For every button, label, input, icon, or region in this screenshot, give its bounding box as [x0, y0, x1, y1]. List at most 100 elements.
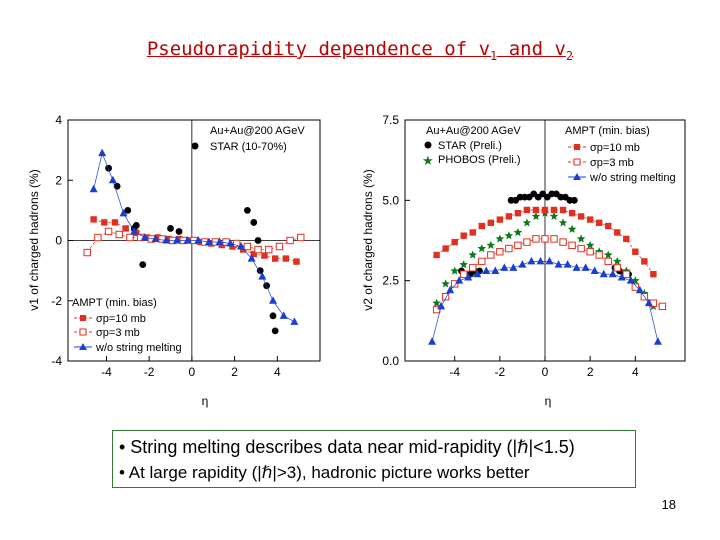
v2-point [451, 238, 458, 246]
v2-legend-s10-marker [574, 144, 580, 150]
v2-point [541, 235, 549, 243]
v1-xtick-label: -4 [101, 365, 112, 379]
v1-legend-s10-marker [80, 315, 86, 321]
v1-point [271, 255, 279, 262]
v1-point [154, 234, 161, 241]
v1-point [165, 235, 172, 243]
v2-legend-star: STAR (Preli.) [438, 140, 502, 152]
v2-legend-ampt: AMPT (min. bias) [565, 125, 650, 137]
v1-legend-s3-marker [79, 328, 87, 336]
v2-chart-panel: -4 -2 0 2 4 0.0 2.5 5.0 7.5 η v2 of charged hadr… [360, 100, 700, 420]
v2-xtick-label: -2 [495, 365, 506, 379]
v2-legend-phobos-marker: ★ [422, 153, 434, 168]
v1-point [293, 258, 300, 265]
v2-point [496, 216, 504, 223]
v2-point [595, 219, 603, 227]
v1-point [94, 233, 102, 242]
v1-point [194, 236, 203, 244]
v1-ytick-label: 2 [55, 173, 62, 187]
v1-point [218, 241, 225, 249]
v1-xtick-label: -2 [144, 365, 155, 379]
v2-point [487, 219, 495, 227]
v2-point [482, 266, 491, 275]
v2-point [450, 280, 459, 288]
v2-ytick-label: 0.0 [382, 354, 399, 368]
v1-point [269, 296, 278, 304]
v2-point [460, 270, 468, 278]
v2-point [577, 213, 585, 220]
v1-point [83, 248, 91, 257]
v1-legend-system: Au+Au@200 AGeV [210, 125, 305, 137]
v2-point [432, 305, 441, 314]
v2-ytick-label: 7.5 [382, 113, 399, 127]
v1-point [243, 206, 251, 214]
v2-point [632, 248, 639, 255]
bullet-string-melting: • String melting describes data near mid… [119, 437, 575, 457]
v1-point [271, 327, 279, 335]
v2-xtick-label: 4 [632, 365, 639, 379]
v2-point [550, 235, 558, 243]
v1-point [140, 232, 149, 241]
v1-ytick-label: 0 [55, 234, 62, 248]
v2-point [617, 272, 626, 281]
page-number: 18 [661, 497, 676, 512]
v2-point [585, 240, 595, 249]
v2-point [441, 293, 450, 301]
v2-point [491, 266, 500, 275]
v2-point [570, 196, 578, 204]
v2-point [658, 302, 667, 311]
v2-legend-system: Au+Au@200 AGeV [426, 125, 521, 137]
v2-point [523, 206, 531, 214]
v1-ytick-label: -4 [51, 354, 62, 368]
v2-point [541, 206, 549, 214]
v1-point [290, 317, 299, 325]
v1-point [265, 245, 273, 254]
v2-point [504, 231, 514, 240]
v1-legend-s3: σp=3 mb [96, 327, 140, 339]
v1-point [105, 164, 112, 172]
v2-point [468, 250, 477, 259]
v1-point [261, 252, 268, 259]
v1-point [119, 208, 128, 217]
v2-marks [428, 190, 667, 345]
summary-box: • String melting describes data near mid… [112, 430, 636, 488]
v2-point [531, 211, 541, 220]
v2-ylabel: v2 of charged hadrons (%) [361, 169, 375, 310]
v2-legend-s3-marker [573, 158, 581, 166]
v2-series-3 [432, 235, 667, 314]
v1-point [229, 243, 236, 250]
v1-point [254, 237, 262, 244]
v2-point [428, 337, 437, 345]
v2-point [514, 241, 522, 250]
v2-point [441, 279, 450, 288]
v2-point [522, 218, 532, 227]
v1-point [233, 239, 241, 248]
v2-ytick-label: 5.0 [382, 193, 399, 207]
v2-xlabel: η [545, 394, 552, 408]
v2-point [473, 269, 482, 278]
v2-point [450, 266, 459, 275]
v2-series-4 [428, 256, 662, 345]
v1-ylabel: v1 of charged hadrons (%) [27, 169, 41, 310]
v2-point [469, 229, 476, 236]
v2-point [635, 285, 644, 294]
v1-point [139, 261, 147, 268]
v1-legend-nosm-marker [79, 343, 87, 350]
v1-xtick-label: 4 [274, 365, 281, 379]
v2-point [500, 263, 509, 271]
v1-legend-ampt: AMPT (min. bias) [72, 297, 157, 309]
v1-point [247, 254, 256, 262]
v2-point [495, 234, 505, 243]
v1-point [98, 148, 107, 157]
v1-point [108, 175, 117, 184]
v2-xtick-label: 2 [587, 365, 594, 379]
v2-point [603, 250, 613, 259]
v1-point [167, 225, 174, 232]
v1-legend-star: STAR (10-70%) [210, 141, 287, 153]
v2-point [455, 276, 464, 284]
v1-ytick-label: -2 [51, 294, 62, 308]
v1-point [297, 233, 305, 242]
v1-point [132, 222, 140, 229]
v2-point [568, 209, 576, 217]
v2-point [613, 264, 621, 272]
